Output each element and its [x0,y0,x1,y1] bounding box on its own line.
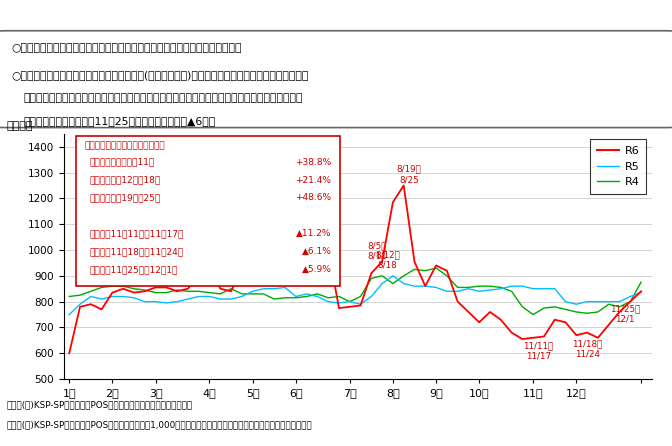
Text: 令和６年11月25日～12月1日: 令和６年11月25日～12月1日 [89,265,177,274]
Text: 令和６年11月11日～11月17日: 令和６年11月11日～11月17日 [89,229,183,238]
Text: 資料：(株)KSP-SPが提供するPOSデータに基づいて農林水産省が作成: 資料：(株)KSP-SPが提供するPOSデータに基づいて農林水産省が作成 [7,400,193,409]
Text: スーパーでの販売数量の推移（ＰＯＳデータ　全国）: スーパーでの販売数量の推移（ＰＯＳデータ 全国） [5,7,215,22]
Text: 直近の販売状況（対前年同期比）: 直近の販売状況（対前年同期比） [85,141,165,150]
Y-axis label: （トン）: （トン） [7,121,33,131]
Text: 11/25～
12/1: 11/25～ 12/1 [610,304,640,324]
Text: を下回る水準で推移し、11月25日の週は対前年同期▲6％。: を下回る水準で推移し、11月25日の週は対前年同期▲6％。 [24,116,216,126]
Text: 8/5～
8/11: 8/5～ 8/11 [367,241,386,260]
Text: 令和６年８月12日～18日: 令和６年８月12日～18日 [89,175,161,185]
Legend: R6, R5, R4: R6, R5, R4 [590,139,646,194]
Text: 8/12～
8/18: 8/12～ 8/18 [375,250,400,269]
Text: ○　令和６年４月以降の販売量は、令和４年及び５年と比較して堅調に推移。: ○ 令和６年４月以降の販売量は、令和４年及び５年と比較して堅調に推移。 [11,43,242,53]
Text: 8/19～
8/25: 8/19～ 8/25 [396,165,421,184]
Text: ○　令和６年８月は南海トラフ地震臨時情報(８月８日発表)、その後の地震、台風等による買いみ需: ○ 令和６年８月は南海トラフ地震臨時情報(８月８日発表)、その後の地震、台風等に… [11,70,308,79]
Text: 令和６年８月19日～25日: 令和６年８月19日～25日 [89,194,161,202]
Text: 11/18～
11/24: 11/18～ 11/24 [572,339,602,359]
Text: ▲6.1%: ▲6.1% [302,247,331,256]
Text: ▲11.2%: ▲11.2% [296,229,331,238]
FancyBboxPatch shape [75,136,340,286]
Text: +48.6%: +48.6% [295,194,331,202]
FancyBboxPatch shape [0,31,672,128]
Text: 要が発生したこと等により、８月５日以降伸びが著しい週が３週継続。９月２日以降の週は前年: 要が発生したこと等により、８月５日以降伸びが著しい週が３週継続。９月２日以降の週… [24,93,303,103]
Text: 令和６年８月５日～11日: 令和６年８月５日～11日 [89,157,155,167]
Text: +21.4%: +21.4% [296,175,331,185]
Text: ▲5.9%: ▲5.9% [302,265,331,274]
Text: 令和６年11月18日～11月24日: 令和６年11月18日～11月24日 [89,247,183,256]
Text: 11/11～
11/17: 11/11～ 11/17 [523,341,554,360]
Text: +38.8%: +38.8% [295,157,331,167]
Text: 注１：(株)KSP-SPが提供するPOSデータは、全国約1,000店舗のスーパーから購入したデータに基づくものである。: 注１：(株)KSP-SPが提供するPOSデータは、全国約1,000店舗のスーパー… [7,421,312,429]
